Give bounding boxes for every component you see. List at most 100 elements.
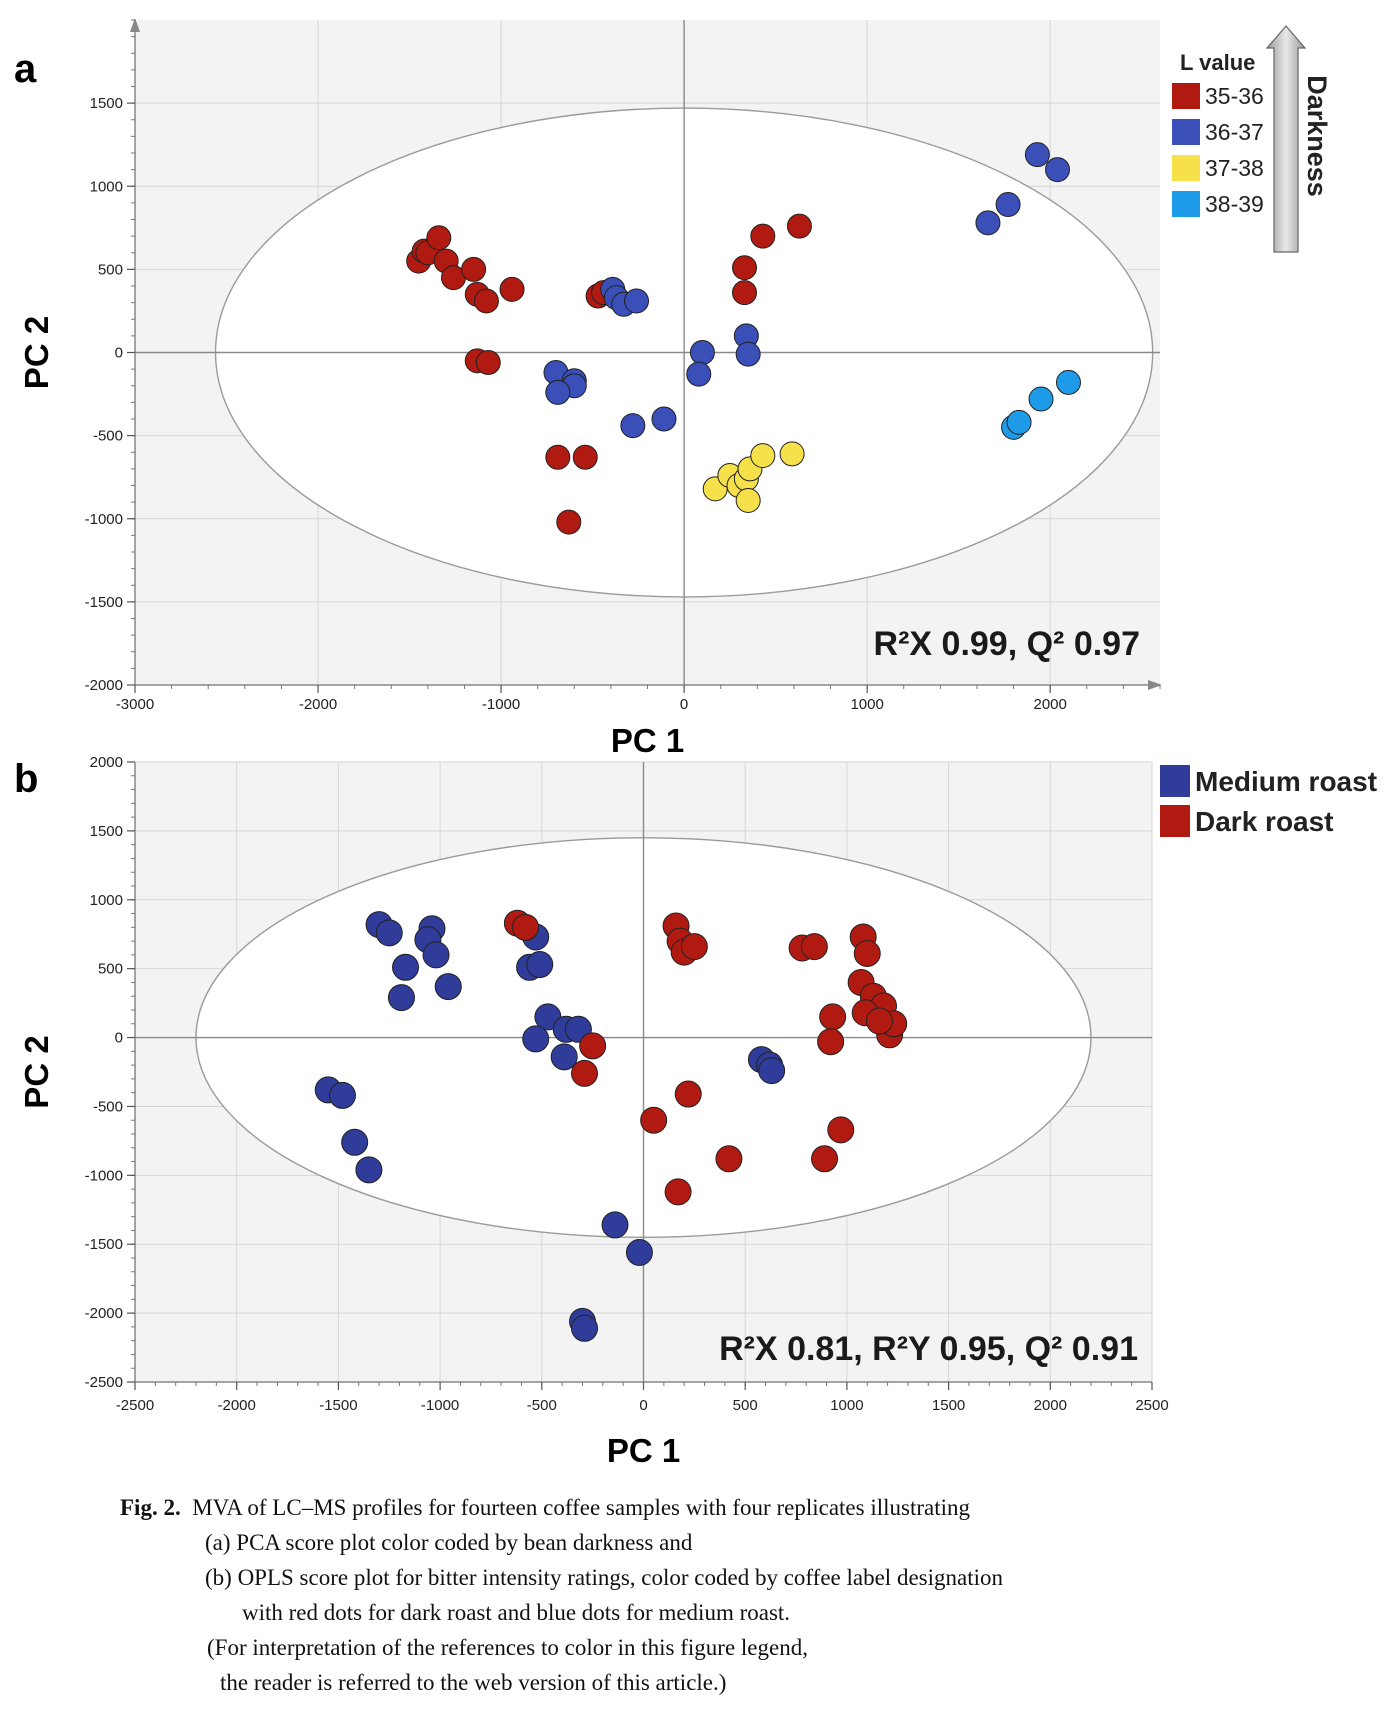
x-axis-arrow-icon — [1148, 680, 1162, 690]
x-tick-label: -1000 — [482, 696, 520, 713]
x-tick-label: 1000 — [850, 696, 883, 713]
data-point — [811, 1145, 839, 1173]
caption-line-1: Fig. 2. MVA of LC–MS profiles for fourte… — [120, 1490, 1320, 1525]
x-tick-label: 500 — [733, 1397, 758, 1414]
data-point — [758, 1057, 786, 1085]
series-38-39 — [1001, 369, 1081, 440]
data-point — [689, 340, 715, 365]
data-point — [664, 1178, 692, 1206]
y-axis-title: PC 2 — [18, 316, 55, 389]
legend-label: 35-36 — [1205, 83, 1264, 109]
data-point — [1006, 409, 1032, 435]
data-point — [686, 361, 712, 387]
data-point — [387, 984, 415, 1012]
data-point — [422, 941, 450, 969]
series-36-37 — [543, 142, 1070, 439]
data-point — [572, 444, 598, 470]
model-statistics: R²X 0.81, R²Y 0.95, Q² 0.91 — [719, 1330, 1138, 1368]
data-point — [571, 1314, 599, 1342]
y-tick-label: 500 — [98, 961, 123, 978]
data-point — [426, 225, 452, 251]
y-tick-label: -500 — [93, 1098, 123, 1115]
y-tick-label: 0 — [115, 345, 123, 362]
caption-text-1: MVA of LC–MS profiles for fourteen coffe… — [192, 1495, 970, 1520]
data-point — [375, 919, 403, 947]
data-point — [625, 1238, 653, 1266]
data-point — [975, 210, 1001, 236]
data-point — [571, 1059, 599, 1087]
caption-line-6: the reader is referred to the web versio… — [220, 1670, 727, 1695]
data-point — [1024, 142, 1050, 168]
data-point — [499, 276, 525, 302]
legend-swatch — [1172, 191, 1200, 217]
data-point — [827, 1116, 855, 1144]
darkness-label: Darkness — [1302, 75, 1332, 197]
y-tick-label: -1000 — [85, 1167, 123, 1184]
x-tick-label: -1000 — [421, 1397, 459, 1414]
y-tick-label: 0 — [115, 1030, 123, 1047]
x-tick-label: 1000 — [830, 1397, 863, 1414]
data-point — [355, 1156, 383, 1184]
data-point — [779, 441, 805, 467]
data-point — [545, 444, 571, 470]
caption-line-3: (b) OPLS score plot for bitter intensity… — [205, 1565, 1003, 1590]
legend-swatch — [1172, 83, 1200, 109]
legend-b: Medium roast Dark roast — [1160, 765, 1377, 837]
x-tick-label: 2000 — [1034, 1397, 1067, 1414]
data-point — [1055, 369, 1081, 395]
x-axis-title: PC 1 — [607, 1432, 680, 1469]
data-point — [786, 213, 812, 239]
data-point — [995, 192, 1021, 218]
model-statistics: R²X 0.99, Q² 0.97 — [874, 625, 1140, 663]
y-tick-label: 1000 — [90, 892, 123, 909]
x-tick-label: 2500 — [1135, 1397, 1168, 1414]
legend-title: L value — [1180, 50, 1255, 75]
data-point — [434, 973, 462, 1001]
data-point — [865, 1007, 893, 1035]
data-point — [853, 940, 881, 968]
data-point — [545, 379, 571, 405]
legend-label: Dark roast — [1195, 806, 1334, 837]
data-point — [1028, 386, 1054, 412]
y-tick-label: -500 — [93, 428, 123, 445]
legend-label: 37-38 — [1205, 155, 1264, 181]
panel-b-opls-score-plot: -2500 -2000 -1500 -1000 -500 0 500 1000 1500 2000… — [14, 754, 1377, 1469]
legend-swatch — [1160, 805, 1190, 837]
legend-swatch — [1172, 119, 1200, 145]
data-point — [341, 1128, 369, 1156]
data-point — [1045, 157, 1070, 183]
legend-swatch — [1160, 765, 1190, 797]
darkness-arrow-icon — [1265, 25, 1307, 253]
panel-letter: b — [14, 757, 38, 801]
x-axis-title: PC 1 — [611, 722, 684, 759]
x-tick-label: -2000 — [299, 696, 337, 713]
x-tick-label: -2500 — [116, 1397, 154, 1414]
legend-label: Medium roast — [1195, 766, 1377, 797]
caption-line-5: (For interpretation of the references to… — [207, 1635, 808, 1660]
x-tick-label: -500 — [527, 1397, 557, 1414]
y-tick-label: -2000 — [85, 677, 123, 694]
data-point — [624, 288, 650, 314]
data-point — [640, 1106, 668, 1134]
data-point — [328, 1081, 356, 1109]
data-point — [732, 255, 758, 281]
data-point — [715, 1145, 743, 1173]
y-tick-label: -1000 — [85, 511, 123, 528]
y-tick-label: 2000 — [90, 754, 123, 771]
data-point — [601, 1211, 629, 1239]
data-point — [819, 1003, 847, 1031]
data-point — [522, 1025, 550, 1053]
caption-line-2: (a) PCA score plot color coded by bean d… — [205, 1530, 693, 1555]
panel-letter: a — [14, 47, 37, 91]
data-point — [579, 1032, 607, 1060]
data-point — [556, 509, 582, 535]
y-tick-label: -2000 — [85, 1305, 123, 1322]
y-tick-label: -1500 — [85, 1236, 123, 1253]
legend-swatch — [1172, 155, 1200, 181]
x-tick-label: -3000 — [116, 696, 154, 713]
y-tick-label: 1500 — [90, 823, 123, 840]
panel-a-pca-score-plot: -3000 -2000 -1000 0 1000 2000 -2000 -1500 -1000 -… — [14, 18, 1332, 759]
data-point — [817, 1028, 845, 1056]
data-point — [461, 256, 487, 282]
caption-figure-label: Fig. 2. — [120, 1495, 181, 1520]
